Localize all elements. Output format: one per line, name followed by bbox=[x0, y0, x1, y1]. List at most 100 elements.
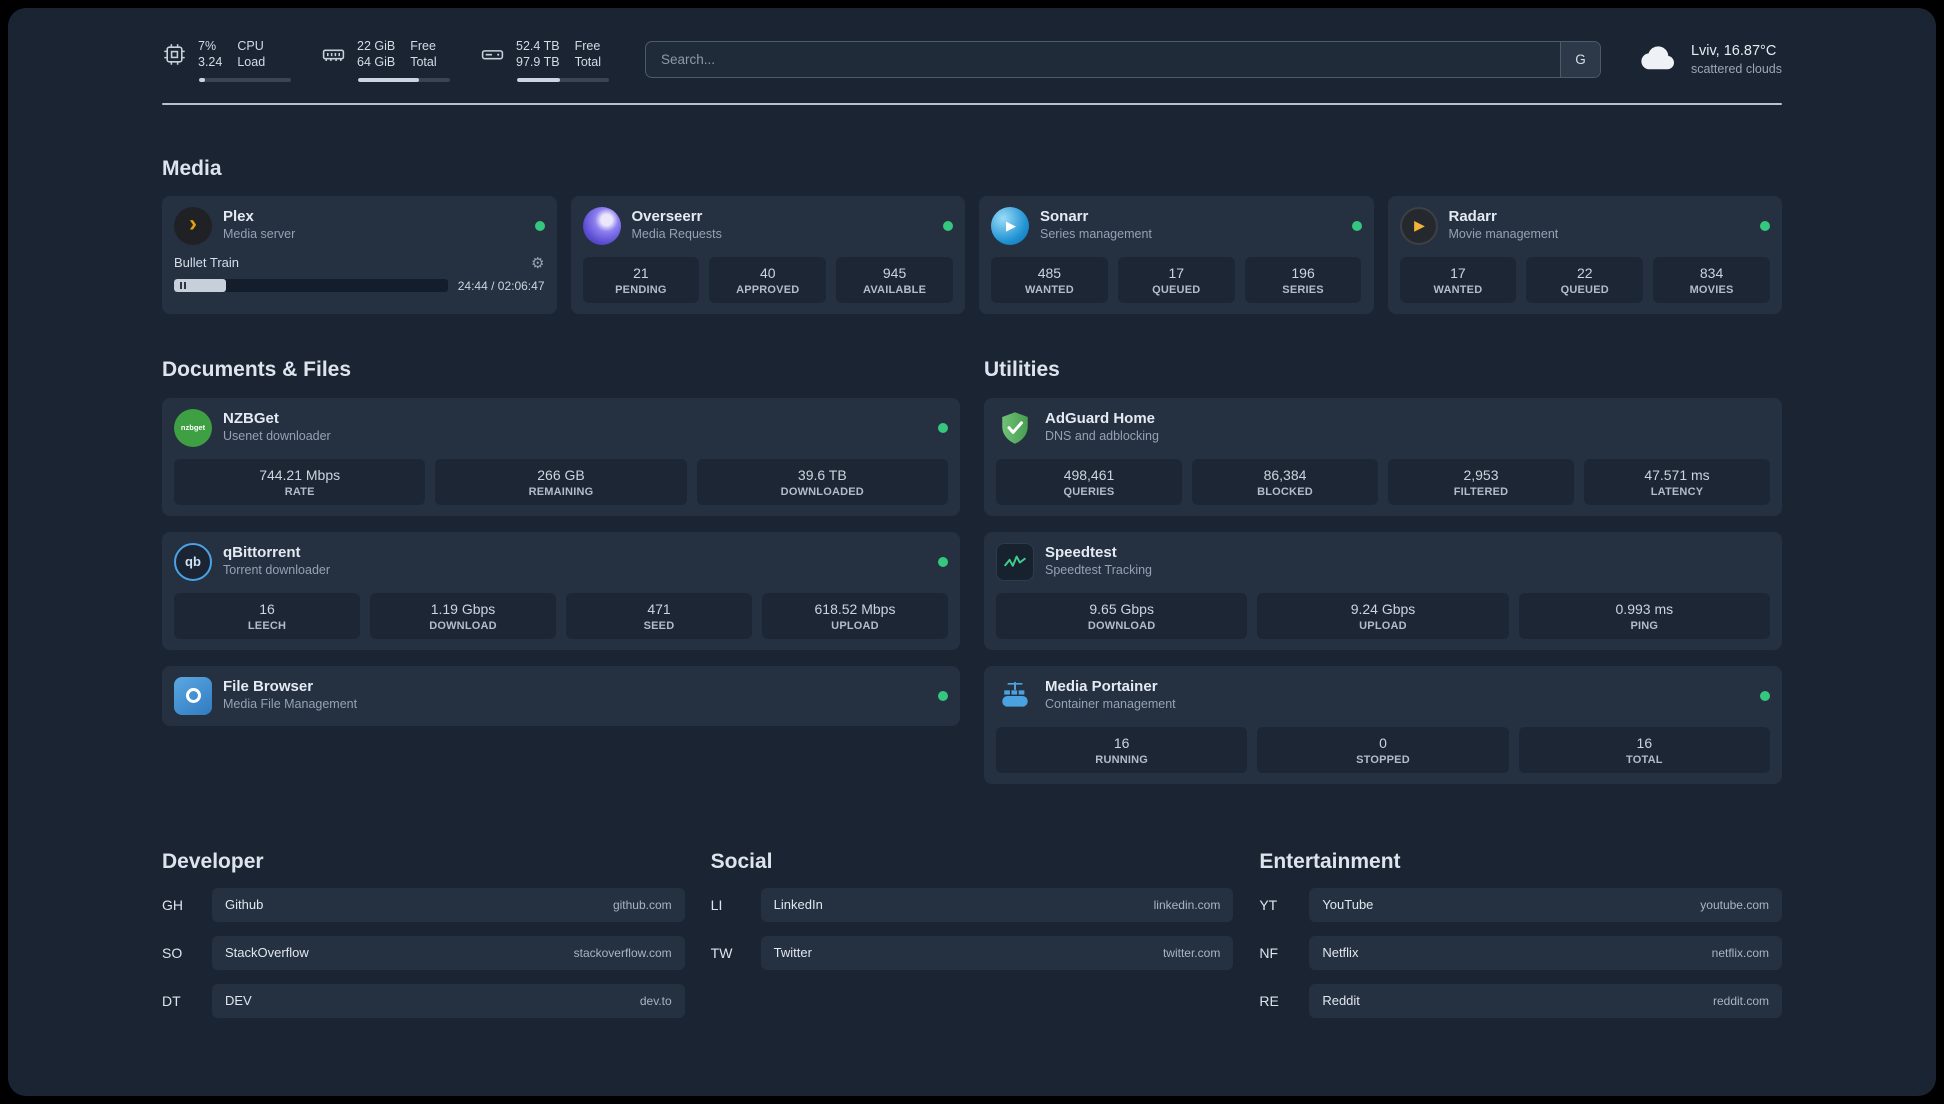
section-title-social: Social bbox=[710, 849, 773, 873]
app-card-portainer[interactable]: Media Portainer Container management 16 … bbox=[984, 665, 1782, 784]
bookmark-name: Github bbox=[225, 897, 264, 912]
stat-tile: 1.19 Gbps DOWNLOAD bbox=[370, 592, 556, 639]
playback-progress-fill bbox=[174, 279, 226, 292]
bookmark-url: twitter.com bbox=[1162, 945, 1221, 960]
status-dot bbox=[943, 220, 953, 231]
app-card-radarr[interactable]: ▶ Radarr Movie management 17 WANTED 22 bbox=[1387, 195, 1782, 314]
stat-value: 0 bbox=[1379, 734, 1387, 751]
stat-label: APPROVED bbox=[736, 283, 800, 296]
qbittorrent-icon: qb bbox=[174, 542, 212, 581]
app-card-overseerr[interactable]: Overseerr Media Requests 21 PENDING 40 A… bbox=[570, 195, 965, 314]
stat-tile: 471 SEED bbox=[566, 592, 752, 639]
bookmark-twitter[interactable]: Twitter twitter.com bbox=[760, 935, 1234, 970]
bookmark-row: NF Netflix netflix.com bbox=[1259, 935, 1782, 970]
stat-label: LATENCY bbox=[1650, 485, 1704, 498]
cpu-usage-value: 7% bbox=[198, 39, 217, 53]
bookmark-url: netflix.com bbox=[1711, 945, 1769, 960]
app-card-qbittorrent[interactable]: qb qBittorrent Torrent downloader 16 LEE… bbox=[162, 531, 960, 650]
speedtest-icon bbox=[996, 542, 1034, 581]
bookmark-stackoverflow[interactable]: StackOverflow stackoverflow.com bbox=[212, 935, 685, 970]
stat-tile: 618.52 Mbps UPLOAD bbox=[762, 592, 948, 639]
stat-label: MOVIES bbox=[1689, 283, 1734, 296]
stat-value: 618.52 Mbps bbox=[814, 600, 896, 617]
bookmark-abbr: DT bbox=[162, 992, 181, 1009]
search-input[interactable] bbox=[646, 42, 1560, 78]
stat-label: SEED bbox=[643, 619, 675, 632]
stat-label: STOPPED bbox=[1356, 753, 1410, 766]
app-desc: Series management bbox=[1040, 227, 1152, 242]
memory-progress-fill bbox=[358, 77, 419, 82]
stat-label: RUNNING bbox=[1095, 753, 1149, 766]
bookmark-row: TW Twitter twitter.com bbox=[711, 935, 1234, 970]
status-dot bbox=[1351, 220, 1362, 231]
cpu-widget: 7% 3.24 CPU Load bbox=[162, 38, 291, 82]
now-playing-title: Bullet Train bbox=[174, 255, 240, 270]
header-divider bbox=[162, 102, 1782, 105]
media-grid: › Plex Media server Bullet Train ⚙ bbox=[162, 195, 1782, 314]
memory-free-value: 22 GiB bbox=[357, 39, 396, 53]
gear-icon[interactable]: ⚙ bbox=[531, 254, 545, 272]
cpu-progress-fill bbox=[199, 77, 206, 82]
documents-column: Documents & Files nzbget NZBGet Usenet d… bbox=[162, 358, 960, 784]
stat-value: 498,461 bbox=[1063, 466, 1115, 483]
app-desc: Container management bbox=[1045, 697, 1176, 712]
stat-label: DOWNLOADED bbox=[780, 485, 864, 498]
play-glyph: ▶ bbox=[1006, 217, 1016, 233]
filebrowser-icon bbox=[174, 676, 212, 715]
bookmark-youtube[interactable]: YouTube youtube.com bbox=[1309, 887, 1782, 922]
nzbget-icon: nzbget bbox=[174, 408, 212, 447]
app-name: Sonarr bbox=[1040, 208, 1089, 226]
app-desc: Media server bbox=[223, 227, 296, 242]
stat-value: 2,953 bbox=[1463, 466, 1499, 483]
stat-value: 39.6 TB bbox=[797, 466, 847, 483]
overseerr-icon bbox=[582, 206, 621, 245]
search-bar: G bbox=[645, 41, 1601, 79]
app-card-plex[interactable]: › Plex Media server Bullet Train ⚙ bbox=[162, 195, 557, 314]
stat-label: WANTED bbox=[1433, 283, 1483, 296]
stat-tile: 16 RUNNING bbox=[996, 726, 1248, 773]
bookmark-linkedin[interactable]: LinkedIn linkedin.com bbox=[760, 887, 1234, 922]
stat-label: AVAILABLE bbox=[863, 283, 927, 296]
app-card-nzbget[interactable]: nzbget NZBGet Usenet downloader 744.21 M… bbox=[162, 397, 960, 516]
stat-value: 22 bbox=[1576, 264, 1593, 281]
portainer-icon bbox=[996, 677, 1034, 715]
bookmark-dev[interactable]: DEV dev.to bbox=[212, 983, 685, 1018]
app-card-sonarr[interactable]: ▶ Sonarr Series management 485 WANTED 17 bbox=[979, 195, 1374, 314]
stat-label: WANTED bbox=[1024, 283, 1074, 296]
plex-now-playing: Bullet Train ⚙ 24:44 / 02:06:47 bbox=[174, 254, 545, 293]
section-title-documents: Documents & Files bbox=[162, 357, 352, 381]
stat-label: QUEUED bbox=[1152, 283, 1201, 296]
stat-tile: 266 GB REMAINING bbox=[435, 458, 687, 505]
weather-location: Lviv, 16.87°C bbox=[1690, 42, 1777, 59]
bookmark-reddit[interactable]: Reddit reddit.com bbox=[1309, 983, 1782, 1018]
stat-tile: 485 WANTED bbox=[991, 256, 1108, 303]
stat-value: 86,384 bbox=[1263, 466, 1307, 483]
stat-label: PING bbox=[1630, 619, 1659, 632]
plex-icon: › bbox=[174, 206, 212, 245]
bookmark-row: SO StackOverflow stackoverflow.com bbox=[162, 935, 685, 970]
disk-icon bbox=[480, 42, 505, 67]
stat-label: UPLOAD bbox=[1359, 619, 1407, 632]
bookmarks-entertainment: Entertainment YT YouTube youtube.com NF … bbox=[1259, 850, 1782, 1018]
app-desc: DNS and adblocking bbox=[1045, 429, 1159, 444]
app-card-speedtest[interactable]: Speedtest Speedtest Tracking 9.65 Gbps D… bbox=[984, 531, 1782, 650]
utilities-column: Utilities bbox=[984, 358, 1782, 784]
stat-value: 945 bbox=[882, 264, 907, 281]
app-card-adguard[interactable]: AdGuard Home DNS and adblocking 498,461 … bbox=[984, 397, 1782, 516]
playback-progress-bar[interactable] bbox=[174, 279, 448, 292]
playback-time: 24:44 / 02:06:47 bbox=[457, 278, 545, 293]
bookmark-github[interactable]: Github github.com bbox=[212, 887, 685, 922]
stat-value: 744.21 Mbps bbox=[259, 466, 341, 483]
stat-tile: 9.24 Gbps UPLOAD bbox=[1257, 592, 1509, 639]
memory-total-label: Total bbox=[410, 55, 437, 70]
app-desc: Movie management bbox=[1448, 227, 1559, 242]
search-provider-button[interactable]: G bbox=[1559, 42, 1600, 78]
app-name: qBittorrent bbox=[223, 544, 301, 562]
weather-condition: scattered clouds bbox=[1690, 62, 1782, 77]
stat-label: QUEUED bbox=[1560, 283, 1609, 296]
bookmark-netflix[interactable]: Netflix netflix.com bbox=[1309, 935, 1782, 970]
app-card-filebrowser[interactable]: File Browser Media File Management bbox=[162, 665, 960, 726]
sonarr-icon: ▶ bbox=[991, 206, 1029, 245]
status-dot bbox=[1760, 690, 1770, 701]
stat-label: UPLOAD bbox=[831, 619, 879, 632]
